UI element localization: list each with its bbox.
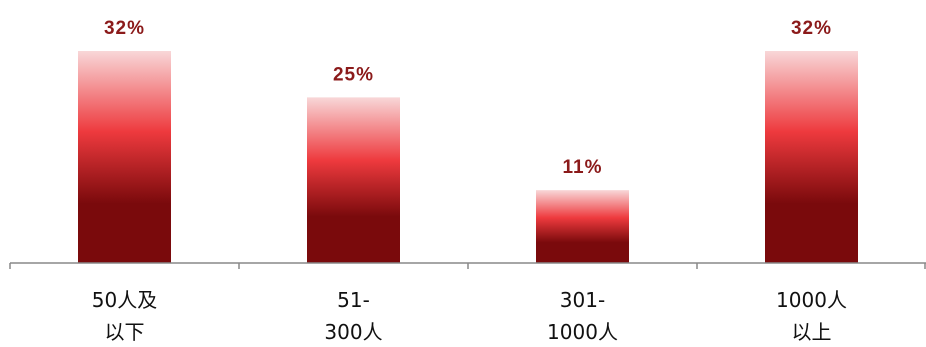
x-tick-label: 50人及 [92, 288, 157, 312]
x-tick-label: 以上 [792, 320, 832, 344]
x-axis [9, 262, 926, 269]
data-label: 25% [333, 64, 374, 85]
x-tick-label: 1000人 [776, 288, 847, 312]
x-tick-label: 以下 [105, 320, 145, 344]
bar [536, 190, 629, 263]
x-tick-label: 1000人 [547, 320, 618, 344]
bars-layer [78, 51, 858, 263]
x-tick-label: 51- [337, 288, 370, 312]
bar [307, 97, 400, 263]
x-tick-label: 301- [560, 288, 605, 312]
x-tick-label: 300人 [324, 320, 382, 344]
bar [78, 51, 171, 263]
labels-layer: 32%50人及以下25%51-300人11%301-1000人32%1000人以… [92, 18, 847, 344]
data-label: 11% [563, 157, 603, 178]
data-label: 32% [104, 18, 145, 39]
data-label: 32% [791, 18, 832, 39]
bar [765, 51, 858, 263]
